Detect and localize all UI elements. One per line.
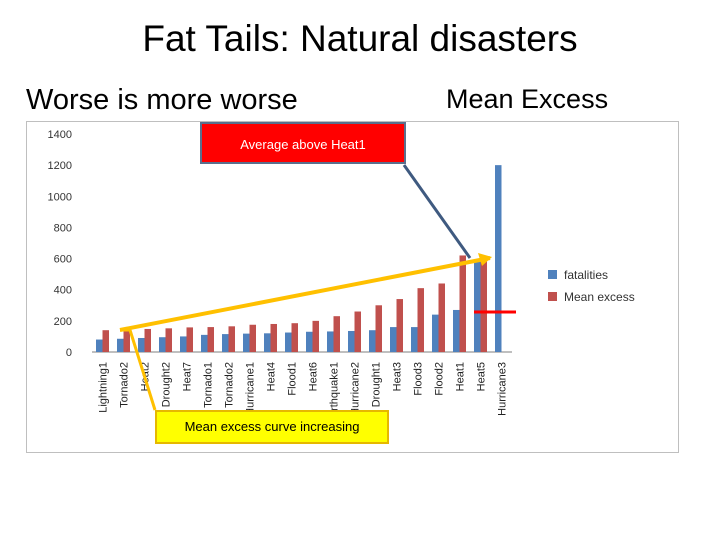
x-tick-label: Heat7: [182, 362, 194, 391]
x-tick-label: Lightning1: [98, 362, 110, 413]
x-tick-label: Hurricane1: [245, 362, 257, 416]
bar-mean-excess: [375, 305, 382, 352]
bar-mean-excess: [165, 328, 172, 352]
legend-swatch: [548, 292, 557, 301]
bar-mean-excess: [333, 316, 340, 352]
x-tick-label: Drought2: [161, 362, 173, 407]
bar-fatalities: [411, 327, 418, 352]
bar-mean-excess: [417, 288, 424, 352]
x-tick-label: Heat5: [476, 362, 488, 391]
callout-average-above-heat1: Average above Heat1: [200, 122, 406, 164]
mean-excess-trend-arrow: [119, 256, 491, 332]
bar-fatalities: [390, 327, 397, 352]
x-tick-label: Heat4: [266, 362, 278, 391]
bar-fatalities: [306, 331, 313, 352]
x-tick-label: Heat6: [308, 362, 320, 391]
bar-fatalities: [243, 333, 250, 352]
bar-fatalities: [201, 334, 208, 352]
bar-mean-excess: [228, 326, 235, 352]
bar-mean-excess: [123, 329, 130, 352]
callout-mean-excess-increasing: Mean excess curve increasing: [155, 410, 389, 444]
bar-mean-excess: [396, 299, 403, 352]
bar-fatalities: [432, 314, 439, 352]
bar-mean-excess: [312, 320, 319, 352]
bar-fatalities: [138, 337, 145, 352]
bar-fatalities: [117, 338, 124, 352]
bar-fatalities: [222, 334, 229, 352]
x-tick-label: Heat3: [392, 362, 404, 391]
bar-mean-excess: [291, 323, 298, 352]
bar-fatalities: [369, 330, 376, 352]
bar-fatalities: [159, 337, 166, 352]
x-tick-label: Flood1: [287, 362, 299, 396]
bar-fatalities: [474, 260, 481, 352]
y-tick-label: 400: [54, 285, 72, 297]
y-tick-label: 0: [66, 347, 72, 359]
bar-fatalities: [264, 333, 271, 352]
bar-fatalities: [96, 339, 103, 352]
bar-mean-excess: [480, 258, 487, 352]
bar-mean-excess: [102, 330, 109, 352]
x-tick-label: Flood2: [434, 362, 446, 396]
callout-top-pointer: [402, 164, 472, 259]
legend-swatch: [548, 270, 557, 279]
y-tick-label: 1200: [48, 160, 72, 172]
bar-mean-excess: [270, 323, 277, 352]
x-tick-label: Earthquake1: [329, 362, 341, 424]
bar-fatalities: [348, 330, 355, 352]
bar-mean-excess: [354, 311, 361, 352]
bar-mean-excess: [459, 255, 466, 352]
x-tick-label: Drought1: [371, 362, 383, 407]
subtitle-right: Mean Excess: [446, 84, 609, 114]
x-tick-label: Tornado1: [203, 362, 215, 408]
x-tick-label: Heat1: [455, 362, 467, 391]
y-tick-label: 200: [54, 316, 72, 328]
slide-title: Fat Tails: Natural disasters: [142, 18, 578, 59]
bar-mean-excess: [249, 324, 256, 352]
bar-fatalities: [285, 332, 292, 352]
x-tick-label: Hurricane2: [350, 362, 362, 416]
legend-label: fatalities: [564, 268, 608, 282]
trend-arrowhead: [478, 253, 492, 266]
y-tick-label: 1400: [48, 129, 72, 141]
bar-fatalities: [180, 336, 187, 352]
subtitle-left: Worse is more worse: [26, 84, 298, 116]
bar-fatalities: [495, 165, 502, 352]
callout-bottom-pointer: [120, 328, 157, 411]
bar-mean-excess: [207, 327, 214, 352]
bar-mean-excess: [144, 328, 151, 352]
bar-fatalities: [453, 309, 460, 352]
x-tick-label: Flood3: [413, 362, 425, 396]
chart-frame: [26, 121, 679, 453]
bar-mean-excess: [438, 283, 445, 352]
x-tick-label: Tornado2: [224, 362, 236, 408]
x-tick-label: Hurricane3: [497, 362, 509, 416]
y-tick-label: 1000: [48, 191, 72, 203]
x-tick-label: Tornado2: [119, 362, 131, 408]
y-tick-label: 800: [54, 222, 72, 234]
bar-mean-excess: [186, 327, 193, 352]
legend-label: Mean excess: [564, 290, 635, 304]
bar-fatalities: [327, 331, 334, 352]
y-tick-label: 600: [54, 254, 72, 266]
